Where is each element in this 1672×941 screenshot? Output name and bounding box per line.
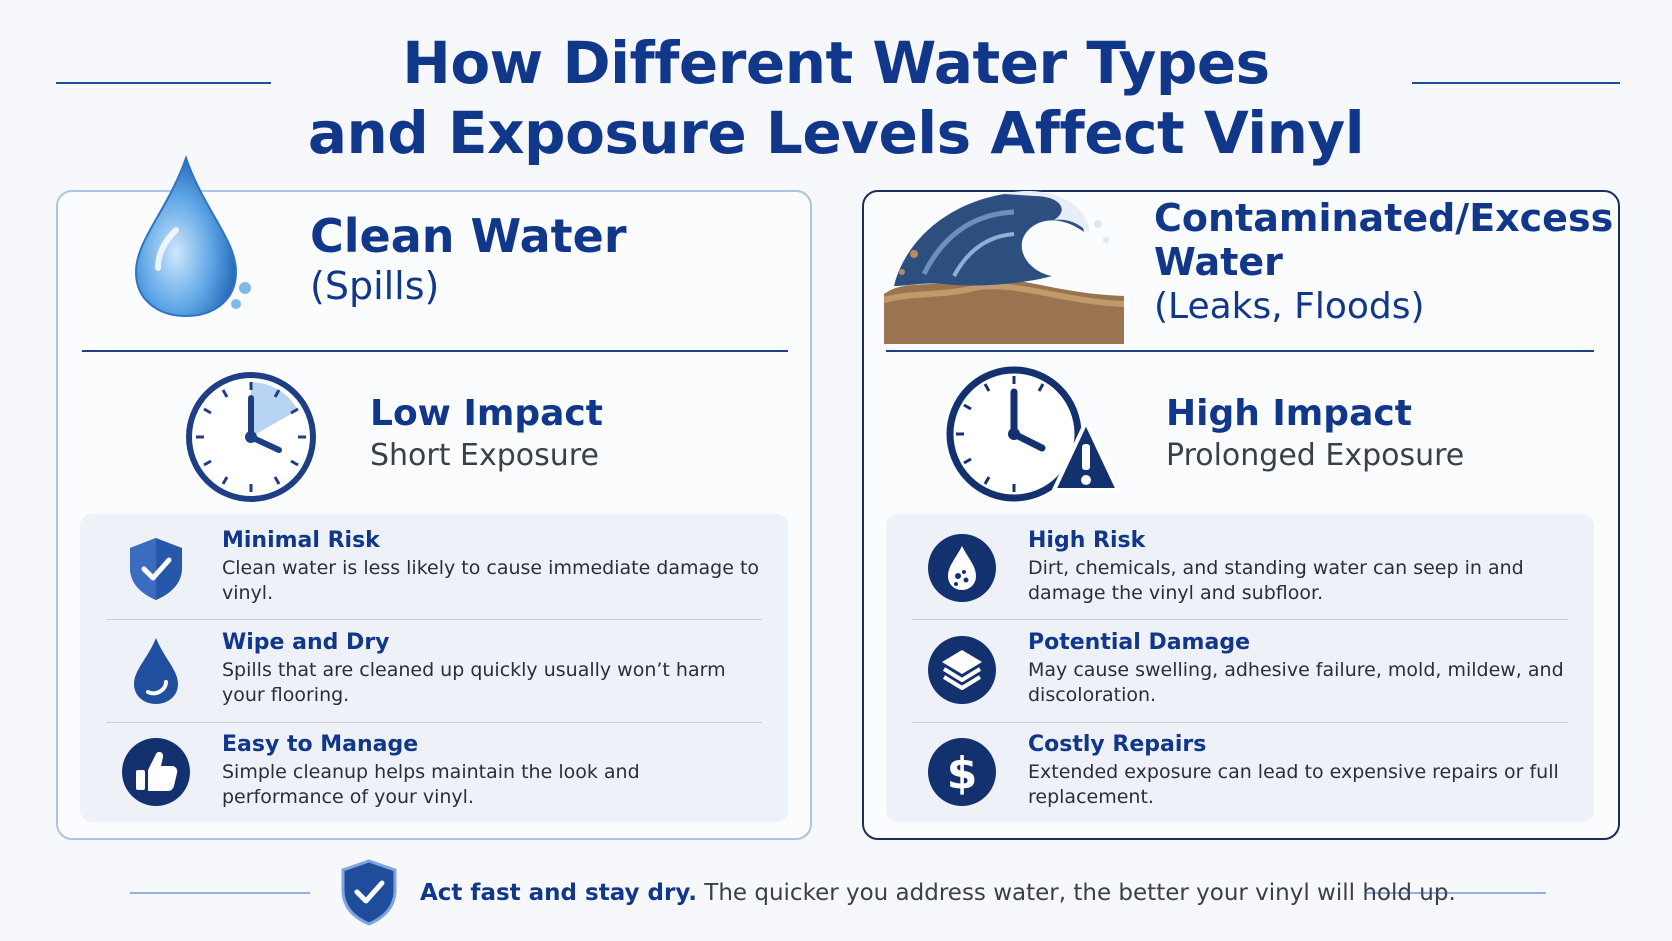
item-description: May cause swelling, adhesive failure, mo…	[1028, 659, 1564, 706]
item-divider	[912, 722, 1568, 723]
clean-water-details-panel: Minimal Risk Clean water is less likely …	[80, 514, 788, 822]
list-item: Potential Damage May cause swelling, adh…	[886, 620, 1594, 722]
footer-rule-left	[130, 892, 310, 894]
contaminated-water-details-panel: High Risk Dirt, chemicals, and standing …	[886, 514, 1594, 822]
clean-water-divider	[82, 350, 788, 352]
contaminated-water-title-line1: Contaminated/Excess	[1154, 196, 1614, 240]
item-title: Minimal Risk	[222, 528, 380, 553]
title-rule-left	[56, 82, 271, 84]
thumbs-up-icon	[120, 736, 192, 808]
item-description: Spills that are cleaned up quickly usual…	[222, 659, 726, 706]
clean-water-subtitle: (Spills)	[310, 264, 440, 308]
contaminated-water-divider	[886, 350, 1594, 352]
footer-rule-right	[1366, 892, 1546, 894]
low-impact-block: Low Impact Short Exposure	[370, 392, 603, 476]
page-title: How Different Water Types and Exposure L…	[0, 28, 1672, 168]
low-impact-title: Low Impact	[370, 393, 603, 434]
footer-message: Act fast and stay dry. The quicker you a…	[420, 878, 1456, 908]
footer-body-text: The quicker you address water, the bette…	[696, 880, 1456, 906]
item-divider	[106, 619, 762, 620]
short-exposure-label: Short Exposure	[370, 438, 599, 473]
contaminated-water-title-line2: Water	[1154, 240, 1283, 284]
list-item: Minimal Risk Clean water is less likely …	[80, 518, 788, 620]
item-title: Potential Damage	[1028, 630, 1250, 655]
shield-check-icon	[338, 858, 400, 926]
item-title: Costly Repairs	[1028, 732, 1207, 757]
page-title-line2: and Exposure Levels Affect Vinyl	[307, 99, 1365, 167]
title-rule-right	[1412, 82, 1620, 84]
clean-water-card: Clean Water (Spills) Low Impact Short Ex…	[56, 154, 812, 840]
item-title: Wipe and Dry	[222, 630, 390, 655]
high-impact-title: High Impact	[1166, 393, 1412, 434]
item-description: Dirt, chemicals, and standing water can …	[1028, 557, 1524, 604]
dirty-drop-icon	[926, 532, 998, 604]
item-title: High Risk	[1028, 528, 1146, 553]
shield-check-icon	[120, 532, 192, 604]
item-description: Simple cleanup helps maintain the look a…	[222, 761, 640, 808]
clock-warning-icon	[942, 362, 1122, 502]
dollar-icon: $	[926, 736, 998, 808]
clock-icon	[184, 370, 318, 504]
item-description: Extended exposure can lead to expensive …	[1028, 761, 1559, 808]
contaminated-water-card: Contaminated/Excess Water (Leaks, Floods…	[862, 190, 1620, 840]
contaminated-water-subtitle: (Leaks, Floods)	[1154, 286, 1425, 327]
wave-icon	[883, 184, 1125, 344]
item-divider	[106, 722, 762, 723]
list-item: $ Costly Repairs Extended exposure can l…	[886, 722, 1594, 824]
item-description: Clean water is less likely to cause imme…	[222, 557, 760, 604]
footer-bold-text: Act fast and stay dry.	[420, 880, 697, 906]
svg-text:$: $	[947, 748, 978, 799]
high-impact-block: High Impact Prolonged Exposure	[1166, 392, 1464, 476]
clean-water-title: Clean Water	[310, 209, 627, 263]
list-item: Easy to Manage Simple cleanup helps main…	[80, 722, 788, 824]
layers-icon	[926, 634, 998, 706]
clean-water-heading: Clean Water (Spills)	[310, 210, 627, 310]
item-title: Easy to Manage	[222, 732, 419, 757]
contaminated-water-heading: Contaminated/Excess Water (Leaks, Floods…	[1154, 196, 1613, 330]
list-item: High Risk Dirt, chemicals, and standing …	[886, 518, 1594, 620]
droplet-icon	[120, 634, 192, 706]
prolonged-exposure-label: Prolonged Exposure	[1166, 438, 1465, 473]
list-item: Wipe and Dry Spills that are cleaned up …	[80, 620, 788, 722]
item-divider	[912, 619, 1568, 620]
page-title-line1: How Different Water Types	[402, 29, 1270, 97]
water-drop-icon	[128, 150, 258, 320]
